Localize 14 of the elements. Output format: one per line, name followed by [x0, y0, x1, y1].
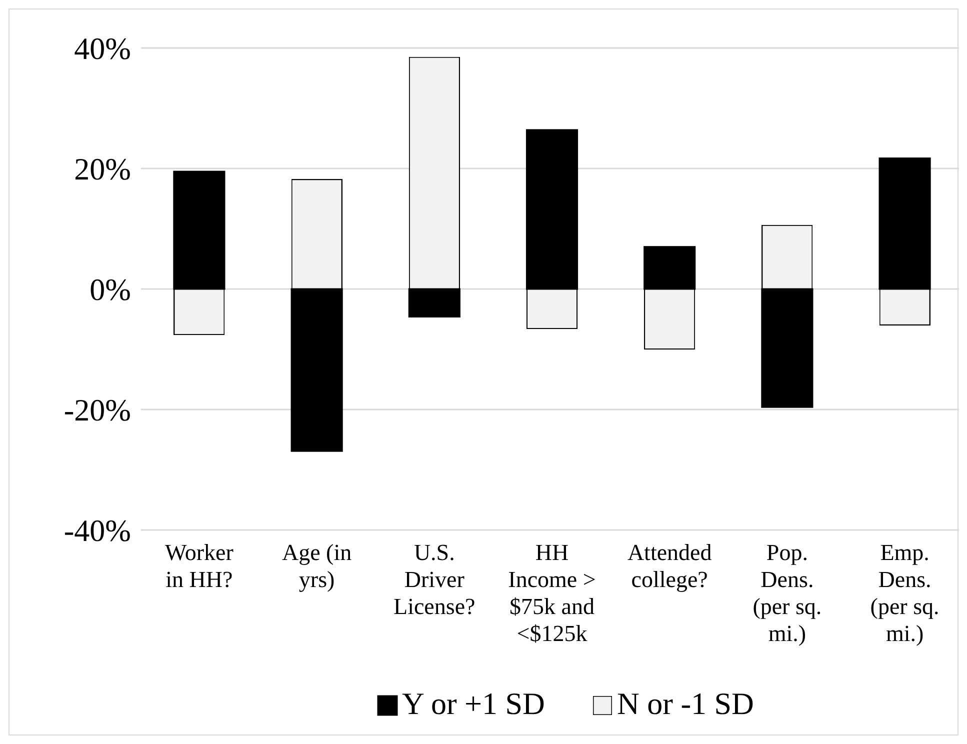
- y-tick-label: 20%: [74, 151, 131, 186]
- legend-label: N or -1 SD: [617, 686, 754, 721]
- legend-label: Y or +1 SD: [402, 686, 545, 721]
- x-tick-label: Attended college?: [627, 540, 712, 592]
- y-tick-label: 40%: [74, 30, 131, 66]
- x-tick-label: Pop. Dens. (per sq. mi.): [752, 540, 822, 646]
- y-tick-label: -20%: [64, 392, 131, 428]
- x-tick-label: Emp. Dens. (per sq. mi.): [870, 540, 940, 646]
- y-tick-label: -40%: [64, 512, 131, 548]
- x-tick-label: HH Income > $75k and <$125k: [508, 540, 596, 646]
- x-tick-label: Age (in yrs): [282, 540, 352, 592]
- y-tick-label: 0%: [90, 272, 131, 307]
- x-tick-label: Worker in HH?: [165, 540, 234, 592]
- x-tick-label: U.S. Driver License?: [394, 540, 476, 619]
